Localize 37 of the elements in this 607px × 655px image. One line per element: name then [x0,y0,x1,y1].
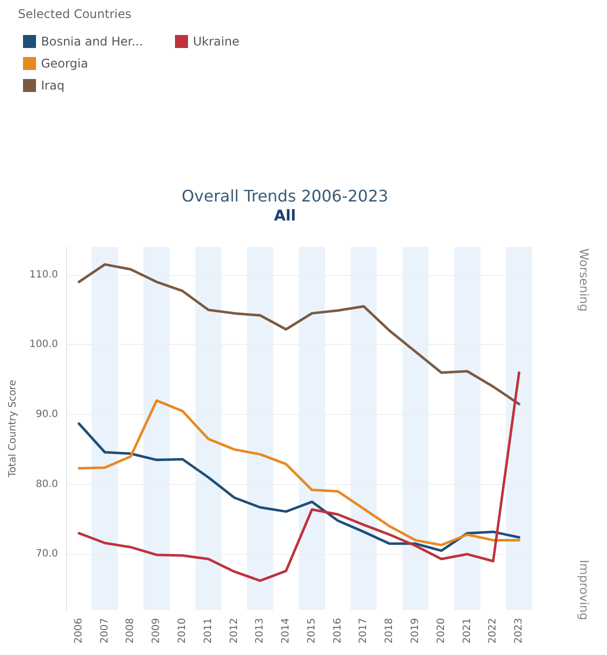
x-tick-label: 2012 [228,618,240,644]
x-tick-label: 2021 [462,618,473,644]
legend-label: Bosnia and Her... [41,34,144,48]
x-tick-label: 2020 [436,618,447,644]
x-tick-label: 2006 [73,618,84,644]
y-tick-label: 80.0 [36,478,58,490]
x-tick-label: 2011 [202,618,214,644]
line-series [78,371,520,582]
x-tick-label: 2018 [384,618,396,644]
legend-label: Ukraine [193,34,240,48]
line-series [78,399,520,546]
x-tick-label: 2019 [410,618,421,644]
x-tick-label: 2022 [488,618,499,644]
y-tick-label: 90.0 [36,409,58,420]
chart-subtitle: All [274,206,296,224]
legend-label: Iraq [41,78,64,92]
x-tick-label: 2009 [151,618,162,644]
legend-title: Selected Countries [18,7,132,21]
line-series [78,422,520,552]
x-tick-label: 2017 [358,618,370,644]
x-tick-label: 2010 [177,618,188,644]
y-tick-label: 100.0 [29,339,58,350]
x-tick-label: 2015 [306,618,318,644]
text: Improving [577,560,591,620]
x-tick-label: 2023 [514,618,525,644]
y-tick-label: 70.0 [36,548,58,560]
y-tick-label: 110.0 [29,269,58,280]
x-tick-label: 2007 [99,618,110,644]
x-tick-label: 2014 [280,618,292,644]
x-tick-label: 2013 [254,618,266,644]
y-axis-title: Total Country Score [8,380,18,478]
x-tick-label: 2016 [332,618,344,644]
chart-title: Overall Trends 2006-2023 [182,186,388,206]
line-series [78,263,520,406]
text: Worsening [577,248,591,312]
x-tick-label: 2008 [125,618,136,644]
legend-label: Georgia [41,56,88,70]
